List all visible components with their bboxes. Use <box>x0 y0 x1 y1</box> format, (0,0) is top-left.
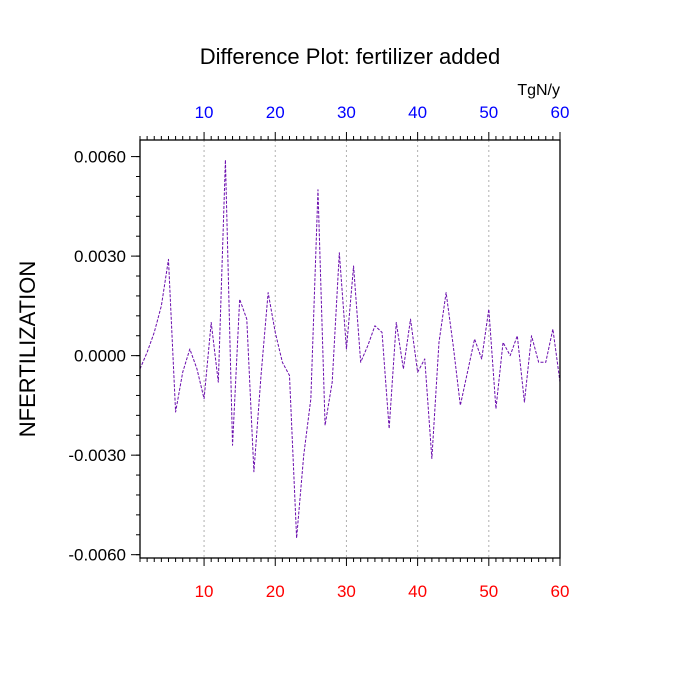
x-tick-label-bottom: 20 <box>266 582 285 601</box>
series-group <box>139 159 561 539</box>
y-tick-label: -0.0030 <box>68 446 126 465</box>
y-tick-label: 0.0030 <box>74 247 126 266</box>
series-line <box>139 159 561 539</box>
x-tick-label-top: 50 <box>479 103 498 122</box>
chart-title: Difference Plot: fertilizer added <box>200 44 500 69</box>
x-tick-label-top: 60 <box>551 103 570 122</box>
x-tick-label-bottom: 60 <box>551 582 570 601</box>
x-tick-label-bottom: 50 <box>479 582 498 601</box>
x-tick-label-bottom: 10 <box>195 582 214 601</box>
axis-ticks <box>131 132 561 566</box>
y-tick-label: -0.0060 <box>68 546 126 565</box>
plot-frame <box>139 139 561 559</box>
x-tick-label-top: 10 <box>195 103 214 122</box>
y-axis-label: NFERTILIZATION <box>15 261 40 437</box>
top-axis-units: TgN/y <box>517 82 560 99</box>
x-tick-label-top: 40 <box>408 103 427 122</box>
y-tick-label: 0.0000 <box>74 347 126 366</box>
x-tick-label-top: 30 <box>337 103 356 122</box>
x-tick-label-bottom: 30 <box>337 582 356 601</box>
tick-labels: 0.0060 0.0030 0.0000 -0.0030 -0.0060 10 10 20 20… <box>68 103 569 601</box>
x-tick-label-bottom: 40 <box>408 582 427 601</box>
x-tick-label-top: 20 <box>266 103 285 122</box>
y-tick-label: 0.0060 <box>74 148 126 167</box>
